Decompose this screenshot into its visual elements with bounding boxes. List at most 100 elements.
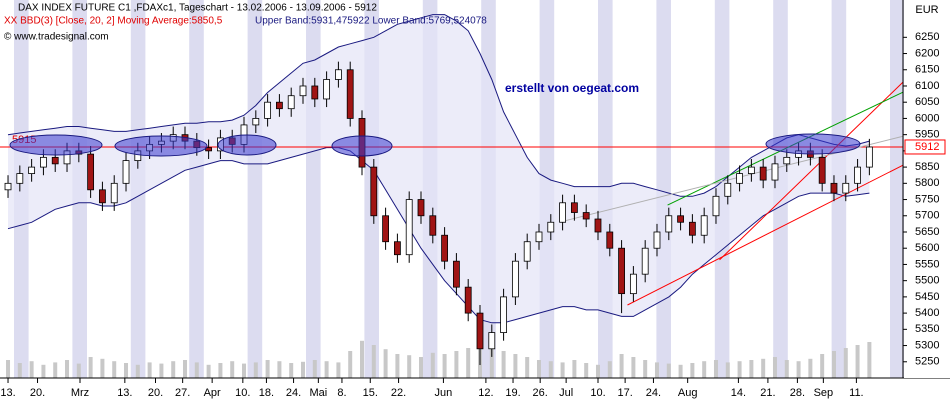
volume-bar (17, 363, 22, 378)
volume-bar (29, 361, 34, 378)
volume-bar (53, 362, 58, 378)
candle-body (205, 147, 213, 152)
volume-bar (643, 360, 648, 378)
volume-bar (560, 362, 565, 378)
x-tick-label: 17. (617, 387, 632, 399)
volume-bar (41, 364, 46, 378)
candle-body (276, 101, 283, 110)
x-tick-label: Aug (678, 387, 698, 399)
candle-body (771, 163, 779, 181)
candle-body (559, 202, 566, 223)
candle-body (500, 296, 507, 333)
candle-body (51, 156, 59, 165)
volume-bar (348, 351, 353, 378)
volume-bar (678, 364, 683, 378)
volume-bar (395, 354, 400, 378)
level-value: 5912 (915, 141, 939, 153)
y-tick-label: 5850 (915, 161, 939, 173)
x-tick-label: 24. (286, 387, 301, 399)
candle-body (594, 218, 602, 233)
candle-body (99, 189, 106, 204)
volume-bar (855, 345, 860, 378)
volume-bar (501, 351, 506, 378)
volume-bar (430, 352, 435, 378)
x-tick-label: 13. (117, 387, 132, 399)
candle-body (759, 166, 767, 181)
y-axis-label: EUR (915, 4, 938, 16)
candle-body (122, 160, 130, 184)
volume-bar (147, 362, 152, 378)
x-tick-label: 13. (0, 387, 15, 399)
volume-bar (218, 363, 223, 378)
y-tick-label: 5800 (915, 177, 939, 189)
y-tick-label: 6150 (915, 64, 939, 76)
x-tick-label: 24. (646, 387, 661, 399)
volume-bar (383, 349, 388, 378)
volume-bar (772, 357, 777, 378)
candle-body (653, 231, 661, 249)
volume-bar (336, 362, 341, 378)
volume-bar (65, 360, 70, 378)
volume-bar (301, 361, 306, 378)
chart-title: DAX INDEX FUTURE C1 ,FDAXc1, Tageschart … (18, 3, 377, 14)
volume-bar (619, 354, 624, 378)
candle-body (854, 166, 861, 184)
candle-body (287, 95, 295, 110)
x-tick-label: 18. (259, 387, 274, 399)
annotation-ellipses (9, 133, 861, 157)
candle-body (830, 182, 838, 194)
axis-panel (904, 0, 950, 378)
x-tick-label: 10. (235, 387, 250, 399)
candle-body (28, 166, 36, 174)
x-tick-label: 28. (790, 387, 805, 399)
volume-bar (265, 360, 270, 378)
candle-body (452, 260, 460, 288)
volume-bar (407, 355, 412, 378)
candle-body (523, 241, 531, 262)
volume-bar (418, 357, 423, 378)
volume-bar (454, 351, 459, 378)
candle-body (712, 195, 720, 217)
y-tick-label: 6050 (915, 96, 939, 108)
volume-bar (784, 360, 789, 378)
volume-bar (312, 360, 317, 378)
volume-bar (843, 348, 848, 378)
candle-body (382, 215, 390, 243)
candle-body (370, 166, 378, 217)
volume-bar (584, 363, 589, 378)
candle-body (264, 101, 272, 119)
volume-bar (749, 360, 754, 378)
candle-body (641, 247, 649, 275)
upper-band (7, 14, 870, 197)
ellipse (331, 135, 393, 157)
y-tick-label: 5300 (915, 339, 939, 351)
x-tick-label: 22. (391, 387, 406, 399)
candle-body (724, 182, 732, 197)
ellipse (114, 135, 208, 157)
ellipse (217, 134, 277, 156)
candle-body (511, 260, 519, 298)
volume-bar (88, 357, 93, 378)
volume-bar (112, 361, 117, 378)
x-tick-label: 27. (175, 387, 190, 399)
volume-bar (289, 363, 294, 378)
x-tick-label: Mai (309, 387, 327, 399)
y-tick-label: 5550 (915, 258, 939, 270)
x-tick-label: 26. (533, 387, 548, 399)
x-tick-label: 20. (30, 387, 45, 399)
candle-body (311, 85, 319, 100)
volume-bar (808, 358, 813, 378)
x-tick-label: 21. (760, 387, 775, 399)
x-tick-label: 15. (363, 387, 378, 399)
volume-bar (206, 364, 211, 378)
volume-bar (690, 363, 695, 378)
volume-bar (713, 360, 718, 378)
candle-body (16, 173, 24, 184)
candle-body (618, 247, 625, 295)
volume-bar (831, 351, 836, 378)
candle-body (4, 182, 12, 191)
candle-body (476, 312, 484, 350)
volume-bar (725, 362, 730, 378)
candle-body (429, 215, 437, 236)
candle-body (606, 231, 614, 249)
